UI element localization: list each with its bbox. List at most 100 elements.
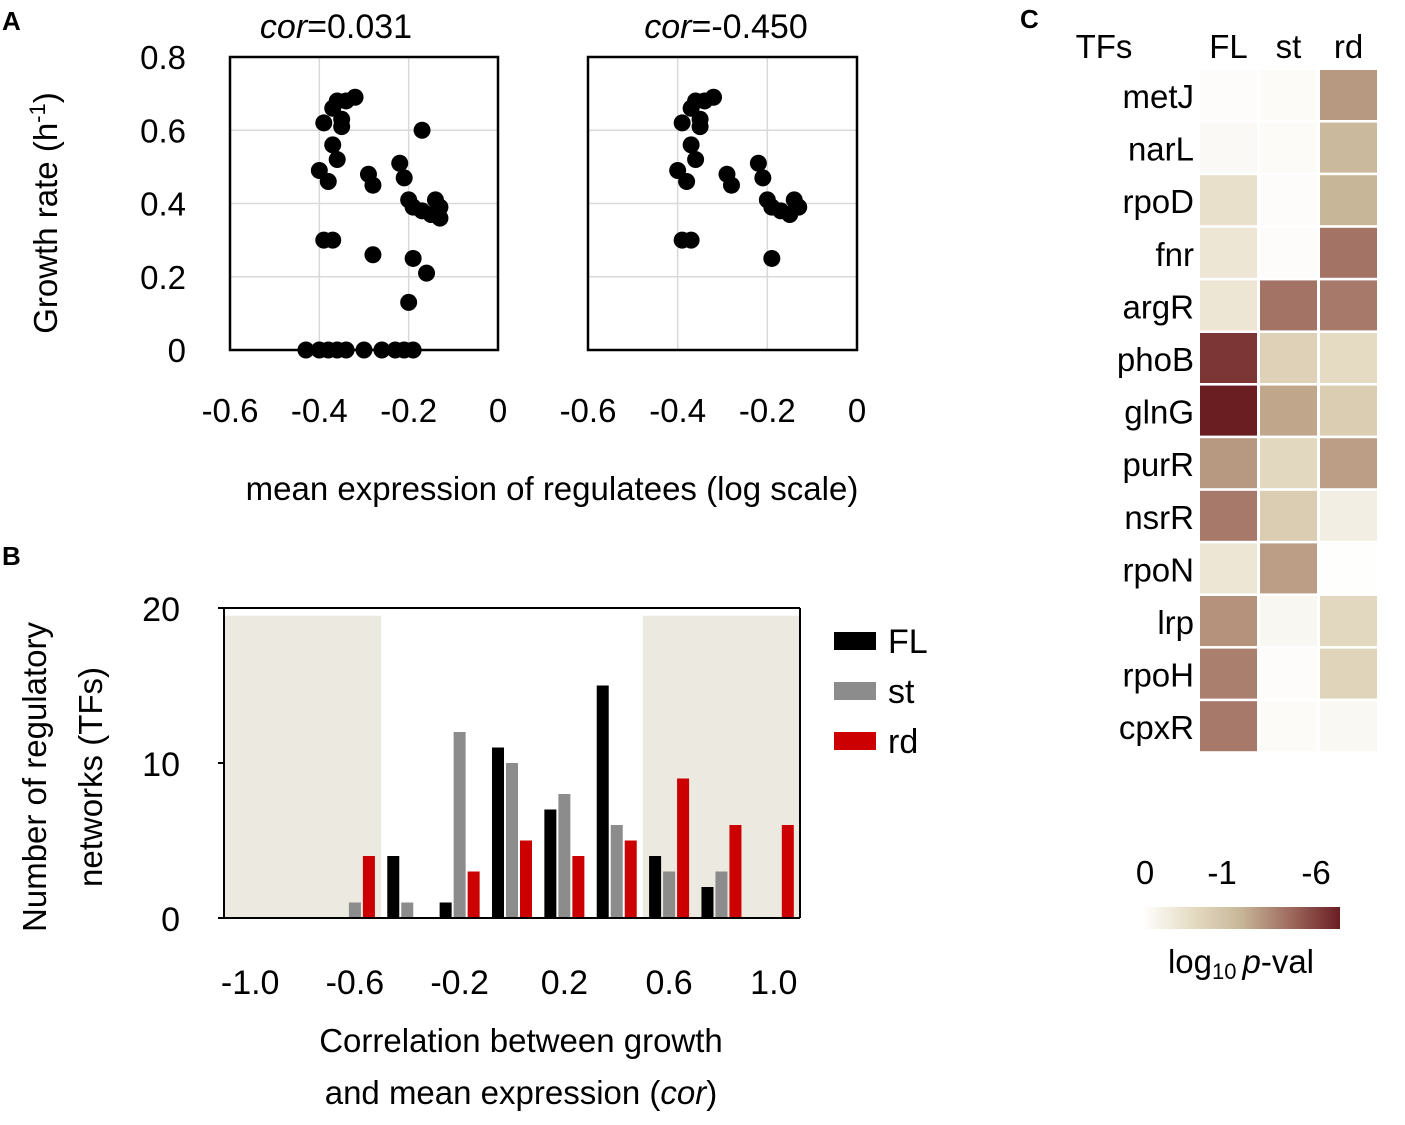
heatmap-row-label-lrp: lrp [1157, 604, 1194, 641]
heatmap-column-header-FL: FL [1209, 28, 1248, 65]
data-point [678, 173, 696, 191]
x-tick-label: -0.2 [380, 392, 437, 429]
y-tick-label: 0.8 [140, 39, 186, 76]
legend-swatch-rd [834, 732, 876, 750]
data-point [373, 341, 391, 359]
bar-rd [729, 825, 742, 918]
bar-st [610, 825, 623, 918]
heatmap-cell [1320, 490, 1377, 541]
data-point [324, 136, 342, 154]
histogram-y-axis-label-line1: Number of regulatory [16, 622, 53, 932]
bar-rd [520, 840, 532, 918]
legend-label-rd: rd [888, 723, 918, 761]
xlabel-part: and mean expression ( [325, 1074, 661, 1111]
heatmap-cell [1260, 175, 1317, 226]
data-point [400, 293, 418, 311]
data-point [418, 264, 436, 282]
data-point [319, 173, 337, 191]
heatmap-row-label-purR: purR [1122, 446, 1194, 483]
heatmap-cell [1200, 438, 1257, 489]
heatmap-cell [1320, 227, 1377, 278]
data-point [395, 169, 413, 187]
data-point [705, 88, 723, 106]
y-tick-label: 0 [168, 332, 186, 369]
panel-a: -0.6 -0.4 -0.2 0 0 0.2 0.4 0.6 0.8 -0.6 -0.4 -0.2 0… [25, 8, 866, 507]
bar-st [715, 871, 728, 918]
histogram-x-axis-label-line2: and mean expression (cor) [325, 1074, 718, 1111]
x-tick-label: 1.0 [750, 964, 797, 1002]
heatmap-cell [1260, 596, 1317, 646]
cor-italic: cor [260, 8, 309, 46]
heatmap-cell [1320, 385, 1377, 436]
heatmap-row-label-phoB: phoB [1117, 341, 1194, 378]
data-point [315, 114, 333, 132]
data-point [673, 114, 691, 132]
heatmap-cell [1260, 438, 1317, 489]
x-tick-label: -0.2 [739, 392, 796, 429]
data-point [763, 249, 781, 267]
ylabel-main: Growth rate (h [27, 123, 64, 334]
data-point [324, 231, 342, 249]
heatmap-cell [1320, 596, 1377, 646]
data-point [691, 118, 709, 136]
y-tick-label: 0.2 [140, 259, 186, 296]
bar-FL [439, 902, 452, 918]
x-tick-label: -0.4 [649, 392, 706, 429]
y-tick-label: 10 [142, 746, 180, 784]
y-tick-label: 0.4 [140, 186, 186, 223]
data-point [337, 341, 355, 359]
data-point [781, 205, 799, 223]
bar-st [401, 902, 414, 918]
heatmap-cell [1200, 596, 1257, 646]
ylabel-superscript: -1 [25, 103, 50, 123]
bar-st [506, 763, 518, 918]
shaded-region [224, 615, 382, 918]
data-point [413, 121, 431, 139]
heatmap-cell [1320, 701, 1377, 752]
heatmap-cell [1320, 333, 1377, 383]
y-tick-label: 20 [142, 591, 180, 629]
heatmap-cell [1200, 122, 1257, 173]
heatmap: TFs FL st rd metJ narL rpoD fnr argR phoB glnG purR… [1076, 28, 1377, 752]
data-point [404, 249, 422, 267]
legend-label-FL: FL [888, 623, 928, 661]
heatmap-row-header: TFs [1076, 28, 1133, 65]
bar-rd [781, 825, 794, 918]
colorbar-label: log10 p-val [1168, 943, 1314, 984]
heatmap-cell [1200, 490, 1257, 541]
histogram-x-axis-label-line1: Correlation between growth [319, 1022, 723, 1059]
bar-st [663, 871, 676, 918]
heatmap-cell [1260, 490, 1317, 541]
heatmap-row-label-fnr: fnr [1155, 236, 1194, 273]
heatmap-cell [1200, 280, 1257, 331]
legend-label-st: st [888, 673, 915, 711]
bar-rd [624, 840, 637, 918]
data-point [682, 136, 700, 154]
heatmap-cell [1200, 385, 1257, 436]
panel-letter-c: C [1020, 4, 1039, 34]
heatmap-cell [1200, 701, 1257, 752]
heatmap-row-label-metJ: metJ [1122, 78, 1194, 115]
heatmap-cell [1320, 438, 1377, 489]
data-point [722, 176, 740, 194]
histogram: 0 10 20 -1.0 -0.6 -0.2 0.2 0.6 1.0 FL st rd [142, 591, 928, 1002]
bar-st [558, 794, 571, 918]
colorbar-label-sub: 10 [1212, 959, 1236, 984]
heatmap-cell [1200, 227, 1257, 278]
scatter-left-title: cor=0.031 [260, 8, 412, 46]
heatmap-cell [1320, 70, 1377, 120]
data-point [404, 341, 422, 359]
heatmap-row-label-glnG: glnG [1124, 394, 1194, 431]
bar-rd [677, 778, 690, 918]
heatmap-row-label-rpoH: rpoH [1122, 657, 1194, 694]
x-tick-label: -1.0 [221, 964, 280, 1002]
heatmap-row-label-rpoN: rpoN [1122, 551, 1194, 588]
ylabel-close: ) [27, 92, 64, 103]
heatmap-cell [1260, 227, 1317, 278]
heatmap-cell [1260, 701, 1317, 752]
colorbar-tick-1: -1 [1207, 854, 1236, 891]
cor-value: =0.031 [307, 8, 412, 46]
heatmap-cell [1260, 122, 1317, 173]
heatmap-column-header-rd: rd [1334, 28, 1363, 65]
